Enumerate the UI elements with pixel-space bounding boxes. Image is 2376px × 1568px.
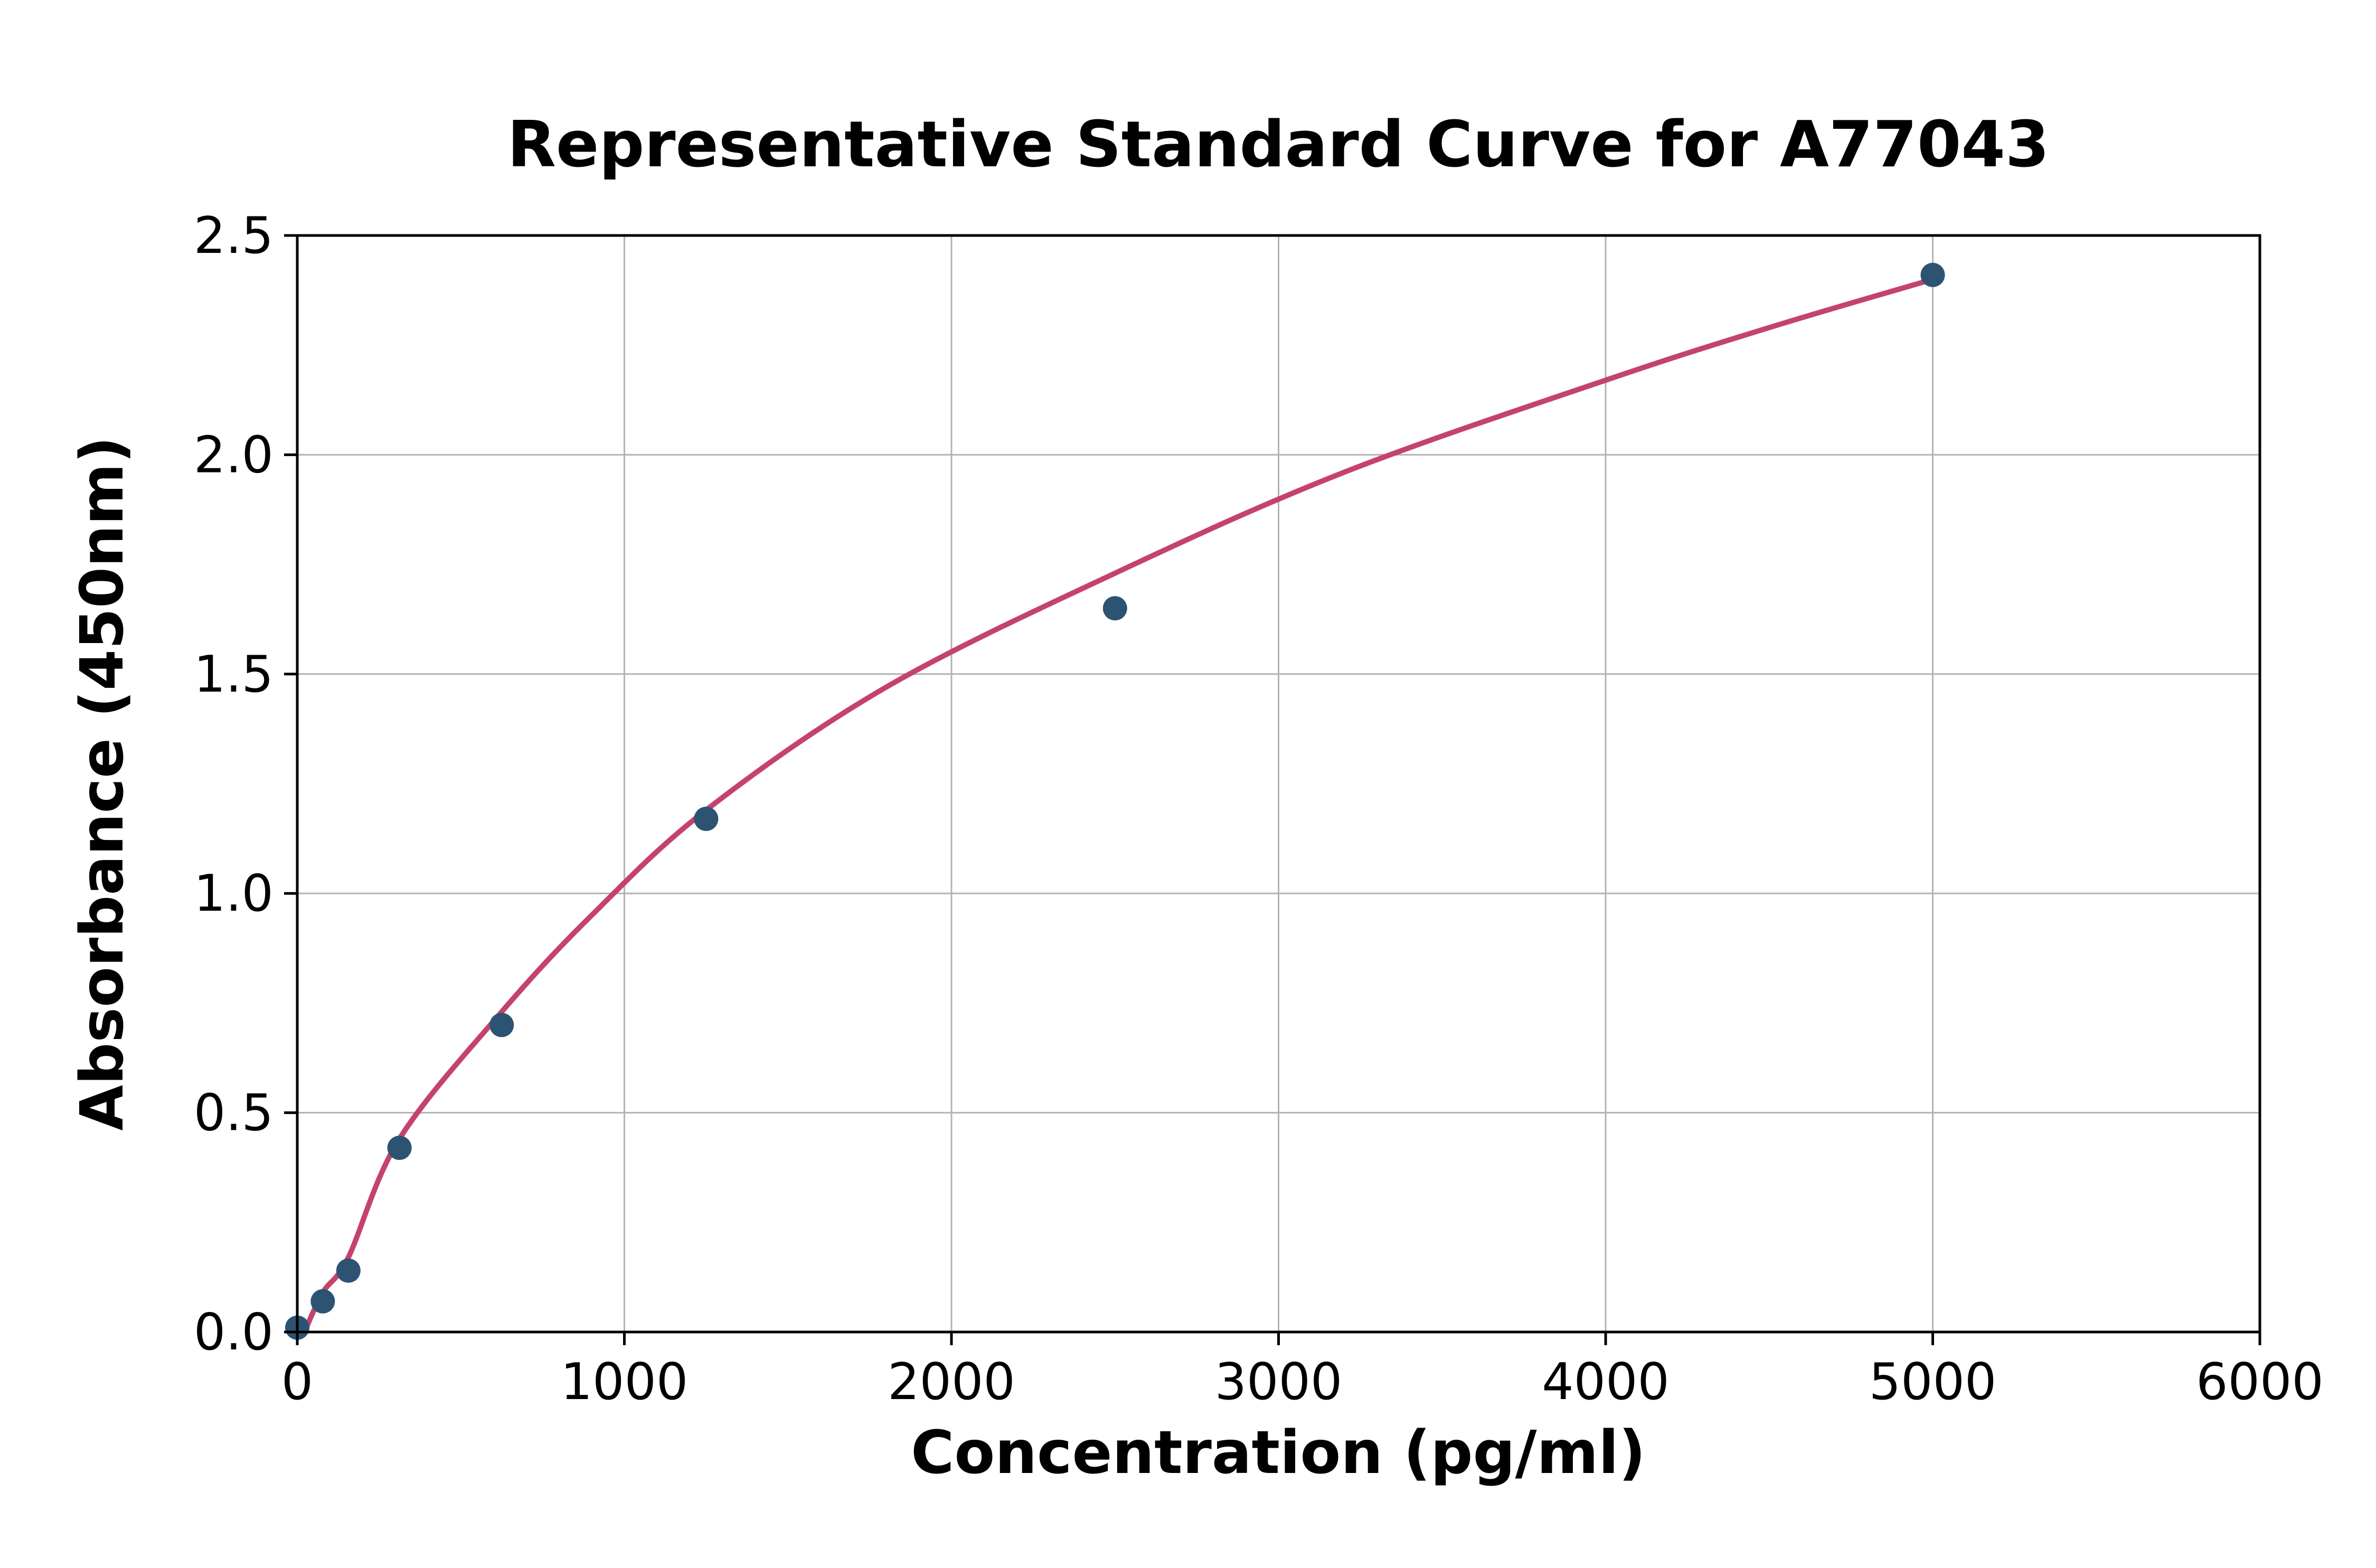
grid-layer xyxy=(297,235,2260,1332)
x-tick-label: 5000 xyxy=(1869,1353,1997,1411)
data-point xyxy=(694,806,719,831)
y-tick-label: 0.0 xyxy=(194,1303,274,1362)
x-tick-label: 1000 xyxy=(561,1353,689,1411)
data-point xyxy=(1920,262,1945,287)
x-tick-label: 3000 xyxy=(1215,1353,1343,1411)
chart-title: Representative Standard Curve for A77043 xyxy=(507,108,2050,182)
y-tick-label: 1.0 xyxy=(194,865,274,923)
fit-curve xyxy=(301,277,1936,1335)
fit-curve-layer xyxy=(301,277,1936,1335)
data-point xyxy=(336,1258,361,1283)
data-point xyxy=(1102,596,1127,621)
tick-layer: 0 1000 2000 3000 4000 5000 6000 0.0 0.5 1.0 1.5 2.0… xyxy=(194,207,2324,1411)
x-tick-label: 4000 xyxy=(1542,1353,1670,1411)
data-point xyxy=(387,1136,412,1160)
y-tick-label: 2.0 xyxy=(194,426,274,484)
x-axis-label: Concentration (pg/ml) xyxy=(911,1419,1646,1487)
y-tick-label: 2.5 xyxy=(194,207,274,265)
y-tick-label: 0.5 xyxy=(194,1084,274,1142)
data-point xyxy=(489,1013,514,1037)
y-tick-label: 1.5 xyxy=(194,646,274,704)
data-point xyxy=(310,1289,335,1314)
data-point-layer xyxy=(285,262,1945,1340)
x-tick-label: 6000 xyxy=(2196,1353,2324,1411)
y-axis-label: Absorbance (450nm) xyxy=(68,436,137,1130)
x-tick-label: 0 xyxy=(281,1353,313,1411)
x-tick-label: 2000 xyxy=(888,1353,1015,1411)
